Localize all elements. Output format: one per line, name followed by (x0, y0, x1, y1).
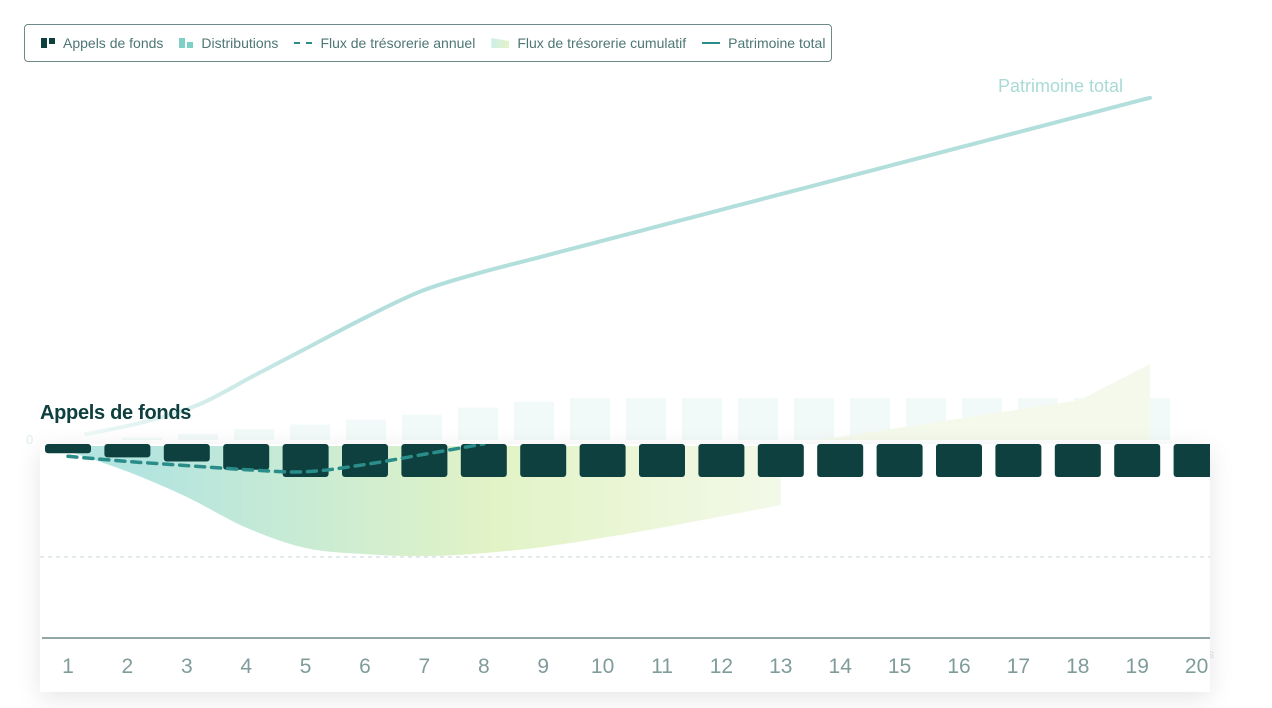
area-icon (491, 38, 510, 48)
x-tick-label: 2 (122, 655, 134, 678)
dashed-line-icon (294, 42, 313, 44)
capital-call-bar (104, 444, 151, 458)
capital-call-bar (520, 444, 567, 477)
x-tick-label: 4 (240, 655, 252, 678)
capital-call-bar (698, 444, 745, 477)
legend-label: Flux de trésorerie cumulatif (517, 35, 687, 51)
x-tick-label: 19 (1126, 655, 1149, 678)
x-tick-label: 5 (300, 655, 312, 678)
distribution-bar (290, 424, 330, 440)
x-tick-label: 11 (651, 655, 673, 678)
x-tick-label: 17 (1007, 655, 1030, 678)
capital-call-bar (579, 444, 626, 477)
capital-call-bar (995, 444, 1042, 477)
x-tick-label: 8 (478, 655, 490, 678)
legend-label: Flux de trésorerie annuel (320, 35, 476, 51)
legend-label: Distributions (201, 35, 279, 51)
x-tick-label: 18 (1066, 655, 1089, 678)
x-tick-label: 13 (769, 655, 792, 678)
distribution-bar (122, 437, 162, 440)
x-tick-label: 6 (359, 655, 371, 678)
x-tick-label: 1 (62, 655, 74, 678)
legend-item-distributions[interactable]: Distributions (179, 35, 278, 51)
x-tick-label: 12 (710, 655, 733, 678)
distribution-bar (682, 398, 722, 440)
distribution-bar (738, 398, 778, 440)
capital-call-bar (1173, 444, 1210, 477)
faint-axis-label: 0 (26, 432, 34, 447)
distribution-bar (458, 407, 498, 440)
distribution-bar (570, 398, 610, 440)
capital-call-bar (1054, 444, 1101, 477)
legend-item-cumulative-flow[interactable]: Flux de trésorerie cumulatif (491, 35, 686, 51)
capital-call-bar (460, 444, 507, 477)
x-tick-label: 15 (888, 655, 911, 678)
solid-line-icon (702, 42, 721, 44)
annual-flow-line (66, 444, 486, 474)
distribution-bar (346, 419, 386, 440)
bar-light-icon (179, 38, 194, 48)
x-tick-label: 10 (591, 655, 614, 678)
legend-item-capital-calls[interactable]: Appels de fonds (41, 35, 163, 51)
capital-call-bar (936, 444, 982, 477)
distribution-bar (178, 434, 218, 440)
x-tick-label: 16 (947, 655, 970, 678)
legend-item-annual-flow[interactable]: Flux de trésorerie annuel (294, 35, 475, 51)
distribution-bar (402, 414, 442, 440)
legend-label: Appels de fonds (63, 35, 164, 51)
capital-call-bar (757, 444, 804, 477)
capital-call-bar (1114, 444, 1161, 477)
distribution-bar (514, 401, 554, 440)
distribution-bar (626, 398, 666, 440)
capital-call-bar (639, 444, 685, 477)
cumulative-area-tail (820, 364, 1150, 440)
capital-call-bar (817, 444, 864, 477)
card-title: Appels de fonds (40, 402, 192, 424)
capital-calls-chart: 1 2 3 4 5 6 7 8 9 10 11 12 13 14 15 16 17 18 19 20 (40, 444, 1210, 678)
total-wealth-label: Patrimoine total (998, 76, 1124, 96)
x-tick-label: 7 (419, 655, 431, 678)
x-tick-label: 14 (829, 655, 853, 678)
capital-call-bar (163, 444, 210, 462)
legend-label: Patrimoine total (728, 35, 826, 51)
capital-call-bar (342, 444, 388, 477)
legend-item-total-wealth[interactable]: Patrimoine total (702, 35, 825, 51)
faint-axis-label-right: s (1208, 647, 1214, 661)
x-tick-label: 3 (181, 655, 193, 678)
chart-legend: Appels de fonds Distributions Flux de tr… (24, 24, 832, 62)
bar-dark-icon (41, 38, 55, 48)
capital-call-bar (45, 444, 91, 454)
x-tick-label: 9 (537, 655, 549, 678)
distribution-bar (794, 398, 834, 440)
distribution-bar (234, 429, 274, 440)
total-wealth-line (84, 95, 1152, 437)
capital-call-bar (401, 444, 448, 477)
x-tick-label: 20 (1185, 655, 1208, 678)
capital-calls-card: 1 2 3 4 5 6 7 8 9 10 11 12 13 14 15 16 17 18 19 20 (40, 444, 1210, 692)
capital-call-bar (223, 444, 270, 470)
capital-call-bar (282, 444, 329, 477)
capital-call-bar (876, 444, 923, 477)
